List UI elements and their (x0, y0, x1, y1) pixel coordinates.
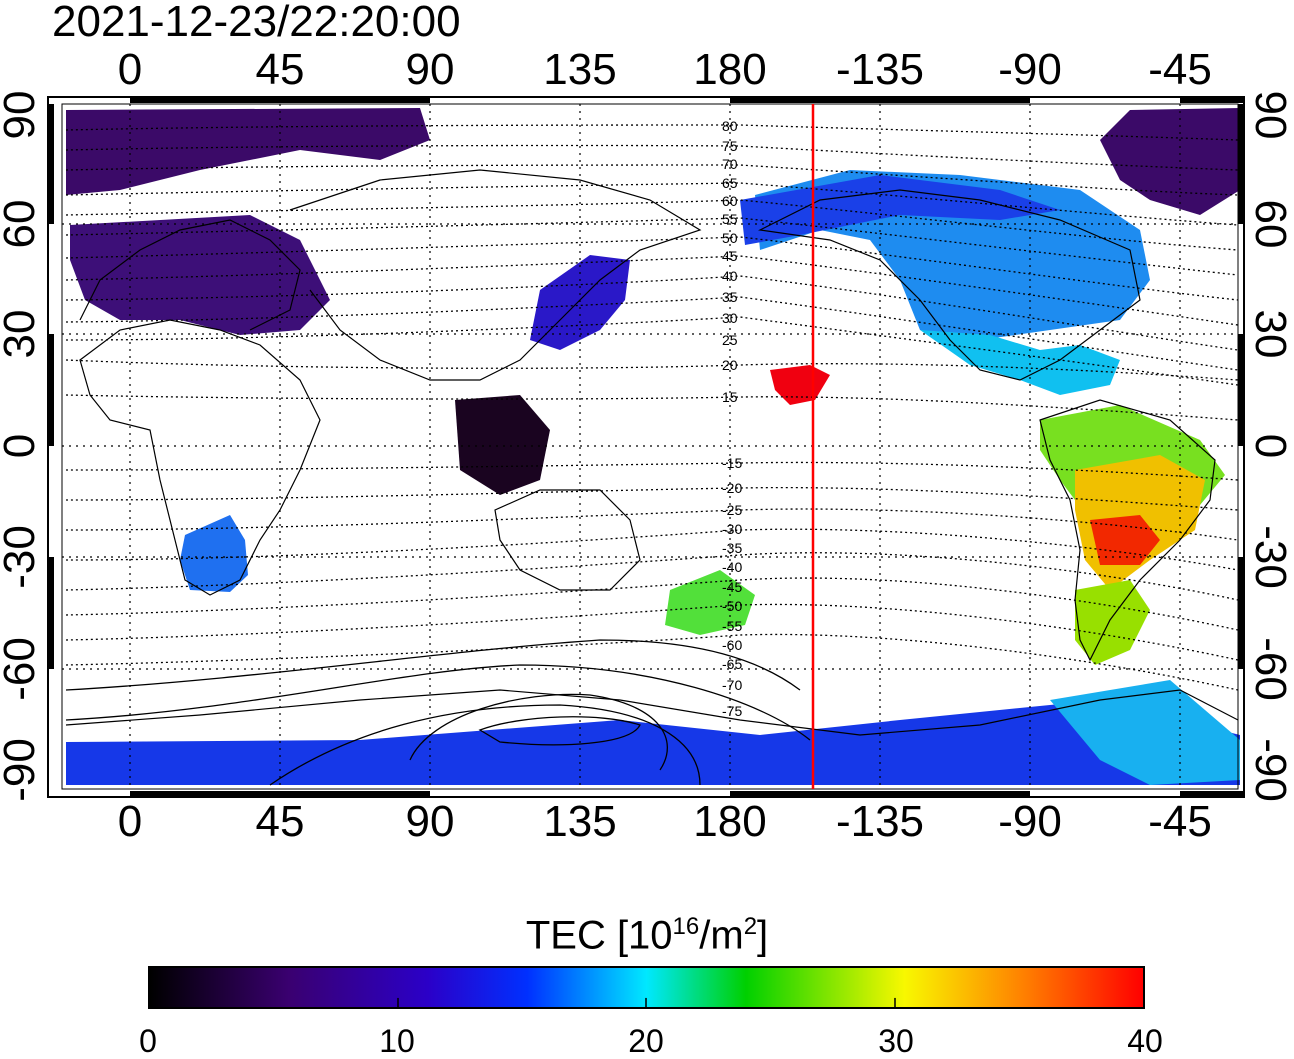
lon-label-bottom: 135 (543, 797, 617, 846)
colorbar (148, 966, 1145, 1009)
tec-region-indonesia (455, 395, 550, 495)
contour-label: 45 (722, 248, 738, 264)
tec-region-europe (70, 215, 330, 335)
contour-label: -45 (722, 579, 742, 595)
lat-label-right: -30 (1246, 525, 1294, 589)
tec-region-central-america (920, 330, 1120, 395)
tec-region-arctic-europe (66, 108, 430, 195)
coastlines (65, 169, 1239, 736)
timestamp-title: 2021-12-23/22:20:00 (52, 0, 461, 46)
lat-label-left: 30 (0, 309, 44, 359)
tec-region-south-america-hot (1090, 515, 1160, 565)
contour-label: 55 (722, 211, 738, 227)
colorbar-tick-label: 40 (1127, 1023, 1163, 1059)
contour-label: -60 (722, 637, 742, 653)
lon-label-top: -135 (835, 45, 925, 94)
lat-label-right: 90 (1246, 90, 1294, 140)
lat-label-right: 0 (1246, 433, 1294, 459)
colorbar-tick-label: 10 (379, 1023, 415, 1059)
contour-label: 50 (722, 230, 738, 246)
lon-label-bottom: 90 (405, 797, 455, 846)
colorbar-title-unit: /m (699, 913, 744, 958)
tec-region-east-asia (530, 255, 630, 350)
coastline-europe (79, 219, 301, 331)
colorbar-title: TEC [1016/m2] (0, 905, 1294, 957)
coastline-asia (289, 169, 702, 381)
colorbar-tick-label: 20 (628, 1023, 664, 1059)
lon-label-top: -90 (998, 45, 1062, 94)
tec-region-antarctica (66, 700, 1240, 785)
colorbar-title-unit-exponent: 2 (743, 913, 758, 940)
contour-label: -15 (722, 455, 742, 471)
lon-label-top: 45 (255, 45, 305, 94)
colorbar-title-suffix: ] (757, 913, 769, 958)
contour-label: 40 (722, 268, 738, 284)
lat-label-right: -60 (1246, 637, 1294, 701)
lon-label-bottom: -90 (998, 797, 1062, 846)
lat-label-left: 60 (0, 199, 44, 249)
contour-labels: 80 75 70 65 60 55 50 45 40 35 30 25 20 1… (722, 118, 742, 719)
tec-region-antarctica-light (1050, 680, 1240, 785)
contour-label: 15 (722, 389, 738, 405)
lat-label-right: 30 (1246, 309, 1294, 359)
tec-region-new-zealand (665, 570, 755, 635)
coastline-africa (79, 319, 321, 596)
lon-label-bottom: 180 (693, 797, 767, 846)
contour-label: 35 (722, 289, 738, 305)
lon-label-top: 135 (543, 45, 617, 94)
magnetic-contours (65, 124, 1239, 786)
contour-label: -20 (722, 480, 742, 496)
contour-label: 30 (722, 310, 738, 326)
contour-label: 20 (722, 357, 738, 373)
contour-label: 25 (722, 332, 738, 348)
contour-label: 75 (722, 138, 738, 154)
colorbar-tick-label: 0 (139, 1023, 157, 1059)
contour-label: 70 (722, 156, 738, 172)
contour-label: -70 (722, 677, 742, 693)
tec-region-arctic-canada (1100, 108, 1240, 215)
lon-label-bottom: -135 (835, 797, 925, 846)
graticule-grid (62, 104, 1238, 789)
contour-label: -55 (722, 618, 742, 634)
contour-label: -35 (722, 540, 742, 556)
lat-label-left: 0 (0, 434, 44, 458)
contour-label: 80 (722, 118, 738, 134)
tec-fill-regions (66, 108, 1240, 785)
contour-label: 60 (722, 193, 738, 209)
coastline-south-america (1039, 399, 1216, 662)
colorbar-tick-label: 30 (878, 1023, 914, 1059)
tec-region-south-america-south (1075, 580, 1150, 665)
contour-label: -30 (722, 521, 742, 537)
lon-label-bottom: 45 (255, 797, 305, 846)
colorbar-title-prefix: TEC [10 (525, 913, 673, 958)
contour-label: -25 (722, 502, 742, 518)
lon-label-top: -45 (1148, 45, 1212, 94)
contour-label: -75 (722, 703, 742, 719)
lat-label-right: 60 (1246, 199, 1294, 249)
contour-label: -50 (722, 598, 742, 614)
lon-label-top: 180 (693, 45, 767, 94)
tec-region-canada-north (740, 175, 1060, 245)
lat-label-left: 90 (0, 90, 44, 140)
lon-label-top: 90 (405, 45, 455, 94)
frame-tick-bars (48, 97, 1244, 797)
contour-label: -40 (722, 559, 742, 575)
contour-label: 65 (722, 175, 738, 191)
tec-region-pacific-red (770, 365, 830, 405)
coastline-antarctica (65, 689, 1239, 736)
tec-region-south-africa (180, 515, 248, 592)
lat-label-left: -60 (0, 637, 44, 701)
lat-label-left: -30 (0, 525, 44, 589)
lon-label-bottom: -45 (1148, 797, 1212, 846)
contour-label: -65 (722, 656, 742, 672)
lon-label-bottom: 0 (117, 797, 143, 846)
colorbar-title-exponent: 16 (672, 913, 700, 940)
lat-label-left: -90 (0, 738, 44, 802)
lat-label-right: -90 (1246, 738, 1294, 802)
lon-label-top: 0 (117, 45, 143, 94)
coastline-north-america (758, 189, 1141, 381)
coastline-australia (494, 489, 641, 591)
